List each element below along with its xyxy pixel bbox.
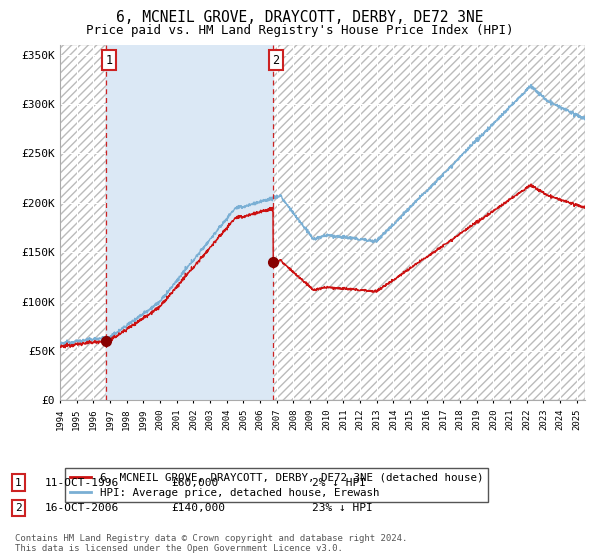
Bar — [273, 45, 585, 400]
Text: Contains HM Land Registry data © Crown copyright and database right 2024.
This d: Contains HM Land Registry data © Crown c… — [15, 534, 407, 553]
Text: 1: 1 — [105, 54, 112, 67]
Text: 11-OCT-1996: 11-OCT-1996 — [45, 478, 119, 488]
Legend: 6, MCNEIL GROVE, DRAYCOTT, DERBY, DE72 3NE (detached house), HPI: Average price,: 6, MCNEIL GROVE, DRAYCOTT, DERBY, DE72 3… — [65, 468, 488, 502]
Text: 2: 2 — [272, 54, 279, 67]
Text: 6, MCNEIL GROVE, DRAYCOTT, DERBY, DE72 3NE: 6, MCNEIL GROVE, DRAYCOTT, DERBY, DE72 3… — [116, 10, 484, 25]
Text: 16-OCT-2006: 16-OCT-2006 — [45, 503, 119, 513]
Text: 2% ↓ HPI: 2% ↓ HPI — [312, 478, 366, 488]
Text: 1: 1 — [15, 478, 22, 488]
Bar — [60, 45, 106, 400]
Bar — [106, 45, 273, 400]
Text: £140,000: £140,000 — [171, 503, 225, 513]
Text: 2: 2 — [15, 503, 22, 513]
Text: Price paid vs. HM Land Registry's House Price Index (HPI): Price paid vs. HM Land Registry's House … — [86, 24, 514, 36]
Text: 23% ↓ HPI: 23% ↓ HPI — [312, 503, 373, 513]
Text: £60,000: £60,000 — [171, 478, 218, 488]
